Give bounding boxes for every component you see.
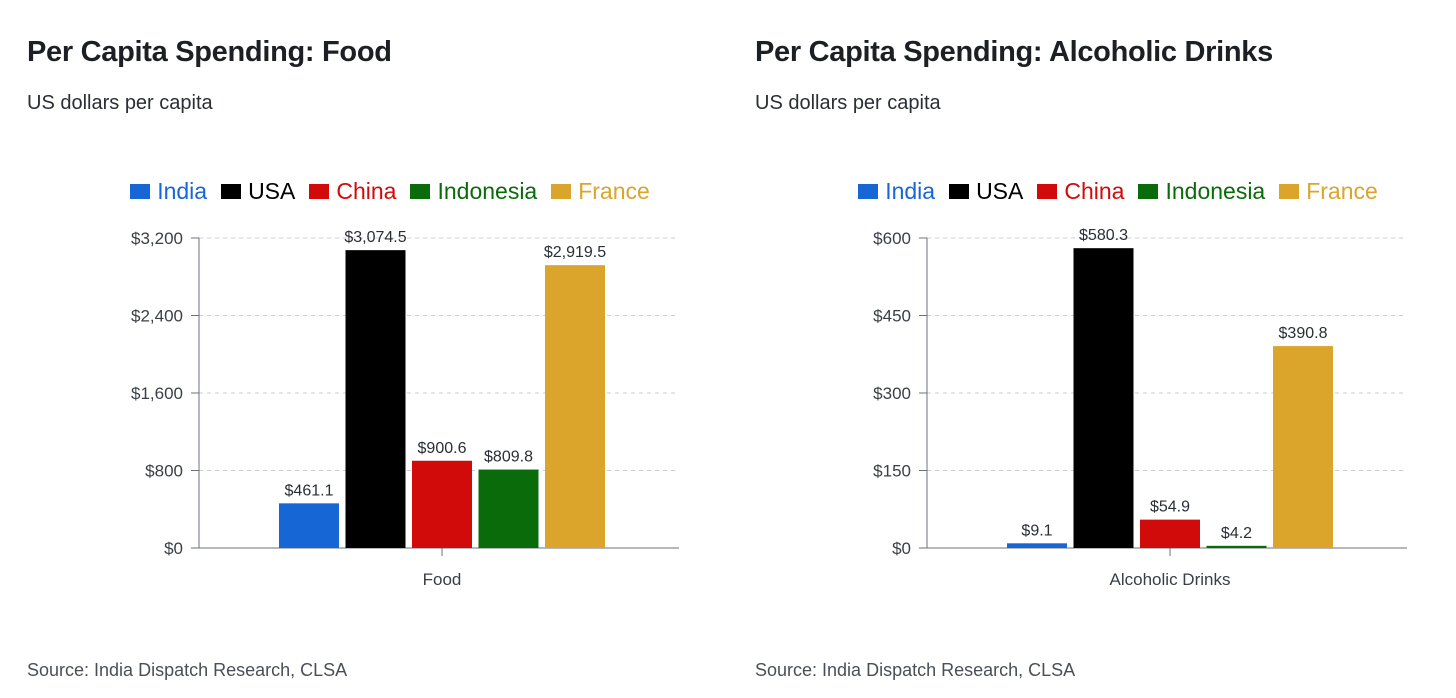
bar-indonesia	[478, 469, 539, 548]
y-tick-label: $0	[892, 539, 911, 558]
data-label: $900.6	[418, 440, 467, 457]
data-label: $9.1	[1021, 522, 1052, 539]
legend-label: China	[1064, 178, 1125, 204]
legend-item-indonesia: Indonesia	[410, 176, 537, 206]
legend-label: France	[578, 178, 650, 204]
bar-china	[1140, 519, 1200, 548]
y-tick-label: $300	[873, 384, 911, 403]
bar-indonesia	[1206, 545, 1267, 548]
data-label: $4.2	[1221, 525, 1252, 542]
legend-swatch	[221, 183, 242, 199]
data-label: $3,074.5	[344, 229, 406, 246]
legend-swatch	[1279, 183, 1300, 199]
y-tick-label: $0	[164, 539, 183, 558]
legend-swatch	[130, 183, 151, 199]
legend-item-india: India	[858, 176, 935, 206]
y-tick-label: $800	[145, 462, 183, 481]
legend-label: China	[336, 178, 397, 204]
chart-title: Per Capita Spending: Food	[27, 36, 392, 68]
data-label: $580.3	[1079, 227, 1128, 244]
y-tick-label: $2,400	[131, 307, 183, 326]
chart-source: Source: India Dispatch Research, CLSA	[27, 660, 348, 680]
data-label: $461.1	[285, 482, 334, 499]
x-tick-label: Food	[423, 570, 462, 589]
legend-item-france: France	[1279, 176, 1378, 206]
data-label: $2,919.5	[544, 244, 606, 261]
legend-item-china: China	[309, 176, 396, 206]
legend-swatch	[949, 183, 970, 199]
chart-source: Source: India Dispatch Research, CLSA	[755, 660, 1076, 680]
legend-item-usa: USA	[221, 176, 295, 206]
legend-swatch	[1037, 183, 1058, 199]
bar-usa	[1073, 248, 1134, 548]
chart-subtitle: US dollars per capita	[27, 92, 213, 114]
legend-label: USA	[248, 178, 296, 204]
chart-subtitle: US dollars per capita	[755, 92, 941, 114]
legend-label: India	[157, 178, 208, 204]
legend-swatch	[1138, 183, 1159, 199]
legend-swatch	[858, 183, 879, 199]
y-tick-label: $600	[873, 229, 911, 248]
legend-swatch	[410, 183, 431, 199]
food-chart-panel: Per Capita Spending: Food US dollars per…	[0, 36, 728, 680]
legend-label: France	[1306, 178, 1378, 204]
legend-label: Indonesia	[437, 178, 538, 204]
bar-india	[279, 503, 339, 548]
bar-france	[1273, 346, 1333, 548]
data-label: $390.8	[1279, 325, 1328, 342]
chart-legend: India USA China Indonesia France	[0, 176, 728, 206]
legend-item-indonesia: Indonesia	[1138, 176, 1265, 206]
alcohol-chart-panel: Per Capita Spending: Alcoholic Drinks US…	[728, 0, 1456, 698]
bar-france	[545, 265, 605, 548]
data-label: $809.8	[484, 449, 533, 466]
alcohol-bar-chart: $0 $150 $300 $450 $600 Alcoholic Drinks $9.1 $5…	[873, 227, 1407, 589]
bar-china	[412, 460, 472, 548]
data-label: $54.9	[1150, 499, 1190, 516]
legend-swatch	[551, 183, 572, 199]
y-tick-label: $3,200	[131, 229, 183, 248]
legend-label: USA	[976, 178, 1024, 204]
y-tick-label: $450	[873, 307, 911, 326]
bar-usa	[345, 250, 406, 548]
x-tick-label: Alcoholic Drinks	[1110, 570, 1231, 589]
y-tick-label: $150	[873, 462, 911, 481]
legend-label: Indonesia	[1165, 178, 1266, 204]
food-bar-chart: $0 $800 $1,600 $2,400 $3,200 Food $461.1 $3,074…	[131, 229, 679, 589]
chart-title: Per Capita Spending: Alcoholic Drinks	[755, 36, 1273, 68]
bar-india	[1007, 543, 1067, 548]
legend-label: India	[885, 178, 936, 204]
legend-item-france: France	[551, 176, 650, 206]
legend-swatch	[309, 183, 330, 199]
legend-item-china: China	[1037, 176, 1124, 206]
legend-item-india: India	[130, 176, 207, 206]
y-tick-label: $1,600	[131, 384, 183, 403]
chart-legend: India USA China Indonesia France	[728, 176, 1456, 206]
legend-item-usa: USA	[949, 176, 1023, 206]
